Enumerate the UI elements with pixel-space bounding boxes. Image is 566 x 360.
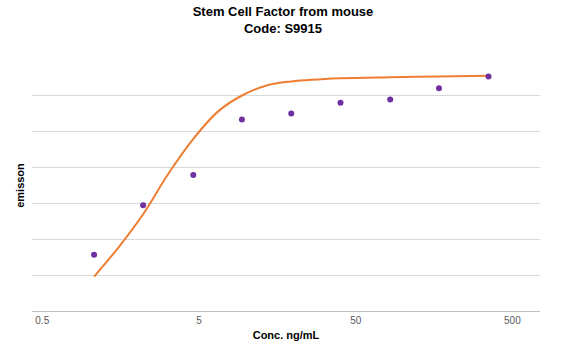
svg-text:5: 5 — [196, 315, 202, 326]
svg-text:0.5: 0.5 — [35, 315, 49, 326]
svg-text:50: 50 — [350, 315, 362, 326]
svg-text:Conc. ng/mL: Conc. ng/mL — [253, 329, 320, 341]
svg-text:emisson: emisson — [14, 163, 26, 208]
svg-text:Stem Cell Factor from mouseCod: Stem Cell Factor from mouseCode: S9915 — [193, 4, 374, 36]
svg-text:500: 500 — [504, 315, 521, 326]
